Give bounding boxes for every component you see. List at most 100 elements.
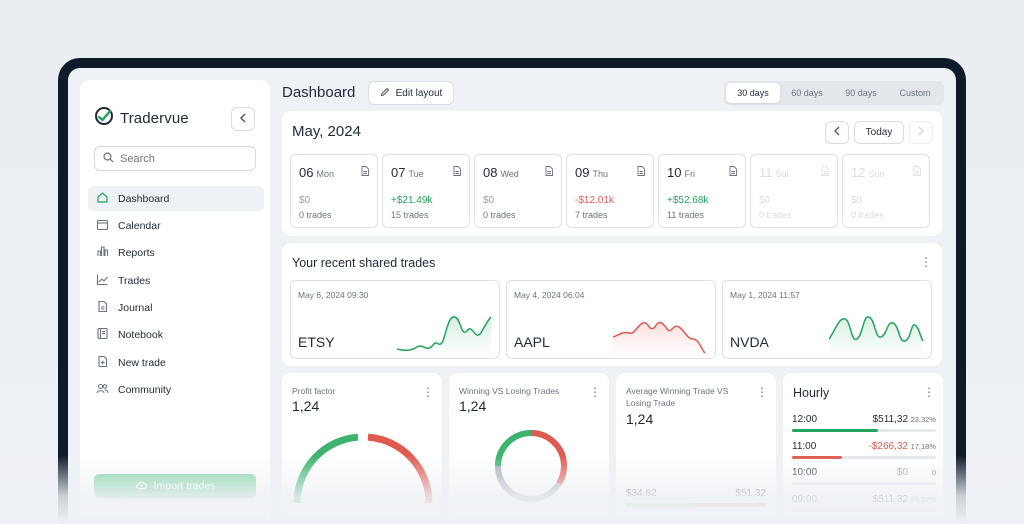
hour-amount: $511,32 [872,414,908,425]
sidebar-item-label: Notebook [118,329,163,342]
day-cell[interactable]: 09 Thu -$12.01k 7 trades [566,154,654,228]
trade-symbol: ETSY [298,334,335,350]
page-title: Dashboard [282,84,356,101]
hour-label: 10:00 [792,467,818,478]
note-icon[interactable] [545,163,553,181]
sidebar-item-journal[interactable]: Journal [88,296,264,321]
chevron-right-icon [917,126,925,139]
home-icon [96,191,109,207]
day-name: Thu [592,169,608,179]
sidebar-item-community[interactable]: Community [88,378,264,403]
hour-label: 08:00 [792,520,817,524]
day-cell[interactable]: 12 Sun $0 0 trades [842,154,930,228]
winning-vs-losing-label: Winning VS Losing Trades [459,386,560,396]
search-box[interactable] [94,146,256,171]
day-number-text: 06 [299,165,314,180]
trade-symbol: NVDA [730,334,769,350]
shared-trade-card[interactable]: May 4, 2024 06:04 AAPL [506,280,716,359]
sidebar-item-label: Community [118,384,172,397]
note-icon[interactable] [729,163,737,181]
hourly-title: Hourly [793,386,830,400]
trade-date: May 4, 2024 06:04 [514,290,585,300]
note-icon[interactable] [453,163,461,181]
day-number: 07 Tue [391,165,424,180]
day-pnl: +$52.68k [667,195,709,206]
next-week-button[interactable] [909,121,933,144]
tab-60-days[interactable]: 60 days [791,88,823,98]
tab-30-days[interactable]: 30 days [726,83,780,103]
day-cell[interactable]: 06 Mon $0 0 trades [290,154,378,228]
hour-label: 11:00 [792,440,817,452]
day-pnl: $0 [483,195,495,206]
sidebar-item-label: New trade [118,356,166,369]
day-number: 12 Sun [851,165,884,180]
today-button[interactable]: Today [854,121,904,144]
hour-bar [792,508,936,512]
shared-trade-card[interactable]: May 6, 2024 09:30 ETSY [290,280,500,359]
day-cell[interactable]: 08 Wed $0 0 trades [474,154,562,228]
win-loss-donut [495,430,567,502]
sidebar-item-dashboard[interactable]: Dashboard [88,186,264,211]
more-options-icon[interactable]: ⋮ [920,255,932,269]
sidebar-item-label: Reports [118,247,155,260]
hourly-row[interactable]: 12:00 $511,32 23,32% [792,410,936,434]
sidebar-item-reports[interactable]: Reports [88,241,264,266]
hourly-row[interactable]: 10:00 $0 0 [792,463,936,487]
line-chart-icon [96,273,109,289]
day-cell[interactable]: 11 Sat $0 0 trades [750,154,838,228]
hourly-row[interactable]: 09:00 $511,32 23,32% [792,490,936,514]
cloud-upload-icon [135,479,148,493]
sidebar-item-new-trade[interactable]: New trade [88,350,264,375]
day-cell[interactable]: 07 Tue +$21.49k 15 trades [382,154,470,228]
hour-amount: $511,32 [873,520,908,524]
hour-bar [792,482,936,485]
day-trade-count: 7 trades [575,210,608,220]
day-pnl: +$21.49k [391,195,433,206]
profit-factor-value: 1,24 [292,398,320,414]
sidebar-item-notebook[interactable]: Notebook [88,323,264,348]
day-name: Mon [316,169,334,179]
day-name: Wed [500,169,519,179]
note-icon[interactable] [361,163,369,181]
prev-week-button[interactable] [825,121,849,144]
trade-symbol: AAPL [514,334,550,350]
label-line: Average Winning Trade VS [626,386,729,396]
sidebar-item-trades[interactable]: Trades [88,268,264,293]
day-pnl: -$12.01k [575,195,614,206]
more-options-icon[interactable]: ⋮ [422,385,434,399]
import-trades-label: Import trades [153,480,216,492]
note-icon[interactable] [637,163,645,181]
day-number-text: 11 [759,165,773,180]
day-trade-count: 0 trades [299,210,332,220]
chevron-left-icon [833,126,841,139]
users-icon [96,382,109,398]
brand[interactable]: Tradervue [94,106,189,131]
day-trade-count: 0 trades [483,210,516,220]
winning-vs-losing-card: Winning VS Losing Trades ⋮ 1,24 [449,373,609,524]
note-icon[interactable] [913,163,921,181]
note-icon[interactable] [821,163,829,181]
day-cell[interactable]: 10 Fri +$52.68k 11 trades [658,154,746,228]
trade-sparkline [613,321,706,357]
hour-label: 09:00 [792,493,818,505]
edit-layout-button[interactable]: Edit layout [368,81,454,105]
shared-trade-card[interactable]: May 1, 2024 11:57 NVDA [722,280,932,359]
hour-bar-fill [792,455,843,459]
more-options-icon[interactable]: ⋮ [756,385,768,399]
tab-custom[interactable]: Custom [899,88,931,98]
import-trades-button[interactable]: Import trades [94,474,256,498]
day-number-text: 12 [851,165,866,180]
hour-bar [792,429,936,432]
average-win-loss-card: Average Winning Trade VS Losing Trade ⋮ … [616,373,776,524]
trade-sparkline [829,316,924,357]
collapse-sidebar-button[interactable] [231,107,255,131]
search-icon [103,150,114,168]
notebook-icon [96,327,109,343]
more-options-icon[interactable]: ⋮ [589,385,601,399]
more-options-icon[interactable]: ⋮ [923,385,935,399]
sidebar-item-calendar[interactable]: Calendar [88,213,264,238]
hourly-row[interactable]: 11:00 -$266,32 17,18% [792,437,936,461]
tab-90-days[interactable]: 90 days [845,88,877,98]
search-input[interactable] [120,152,250,165]
